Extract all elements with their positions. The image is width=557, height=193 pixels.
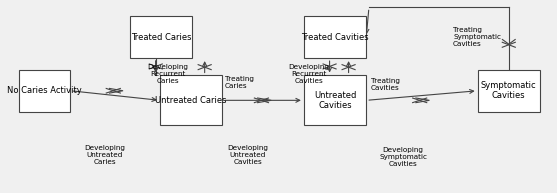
- Text: Developing
Recurrent
Cavities: Developing Recurrent Cavities: [289, 64, 330, 85]
- Text: Treating
Cavities: Treating Cavities: [370, 78, 399, 91]
- Text: No Caries Activity: No Caries Activity: [7, 86, 82, 95]
- Text: Treating
Symptomatic
Cavities: Treating Symptomatic Cavities: [453, 27, 501, 47]
- Bar: [304, 16, 367, 58]
- Text: Developing
Untreated
Cavities: Developing Untreated Cavities: [227, 145, 268, 165]
- Bar: [304, 75, 367, 125]
- Text: Developing
Symptomatic
Cavities: Developing Symptomatic Cavities: [379, 147, 427, 167]
- Bar: [477, 70, 540, 112]
- Text: Untreated
Cavities: Untreated Cavities: [314, 91, 356, 110]
- Text: Treated Cavities: Treated Cavities: [301, 33, 369, 42]
- Bar: [19, 70, 70, 112]
- Bar: [130, 16, 193, 58]
- Text: Treated Caries: Treated Caries: [131, 33, 192, 42]
- Text: Developing
Recurrent
Caries: Developing Recurrent Caries: [148, 64, 188, 85]
- Text: Treating
Caries: Treating Caries: [225, 76, 254, 89]
- Bar: [160, 75, 222, 125]
- Text: Developing
Untreated
Caries: Developing Untreated Caries: [84, 145, 125, 165]
- Text: Symptomatic
Cavities: Symptomatic Cavities: [481, 81, 536, 100]
- Text: Untreated Caries: Untreated Caries: [155, 96, 227, 105]
